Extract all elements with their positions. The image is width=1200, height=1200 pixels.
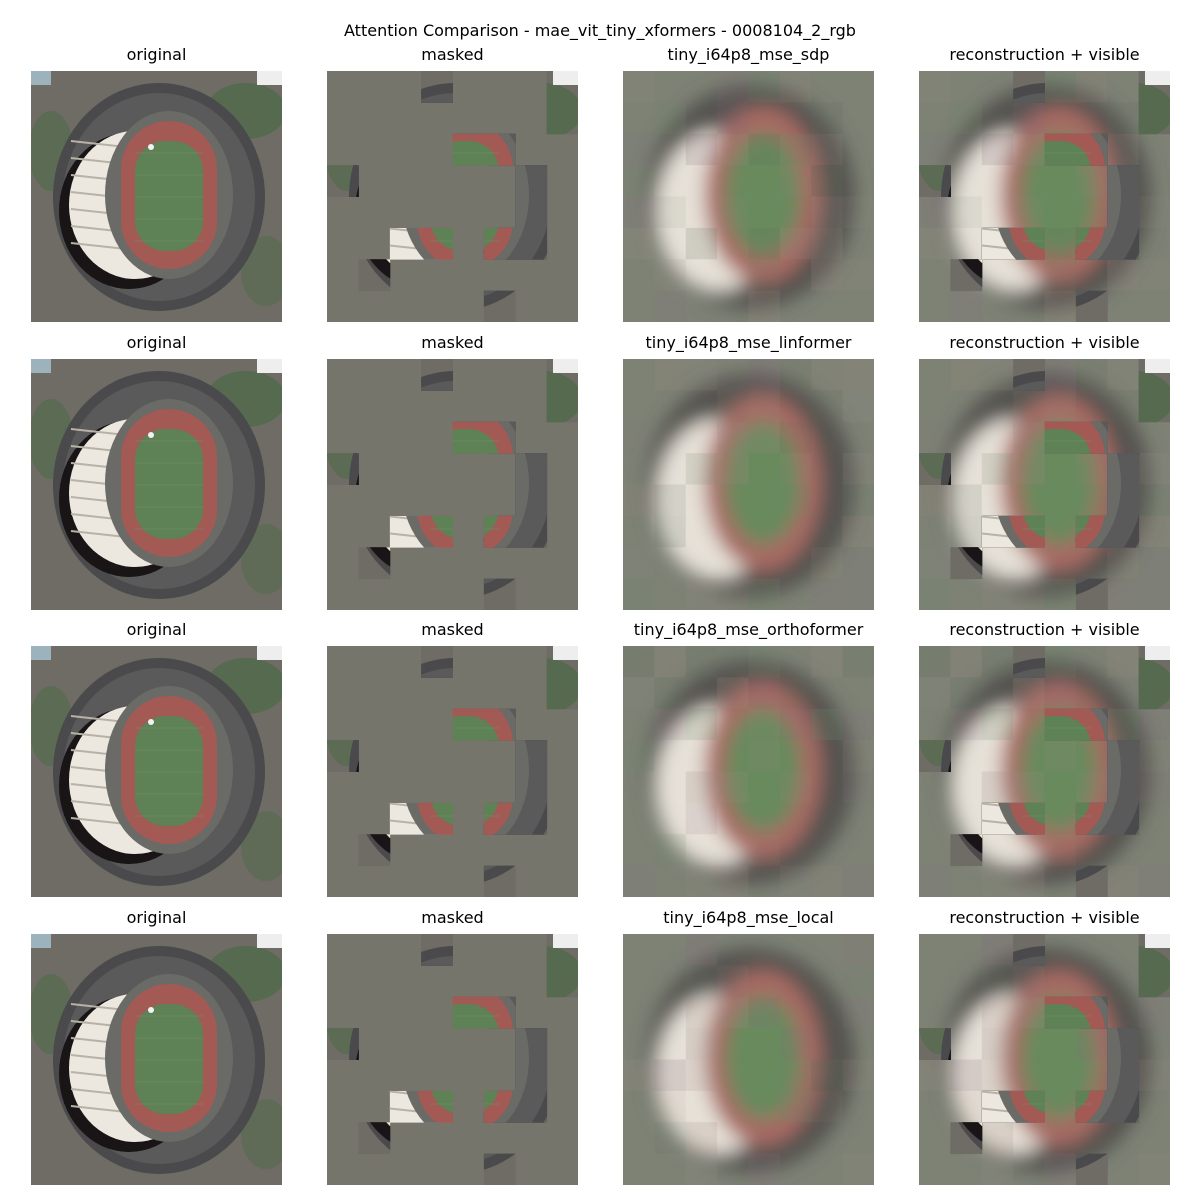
reconstruction-visible-image [919,646,1170,897]
reconstruction-image [623,359,874,610]
reconstruction-visible-image [919,934,1170,1185]
panel-title: reconstruction + visible [949,620,1140,639]
panel-title: tiny_i64p8_mse_linformer [645,333,852,352]
masked-image [327,646,578,897]
panel-title: reconstruction + visible [949,908,1140,927]
panel-title: masked [421,333,484,352]
masked-image [327,71,578,322]
panel-title: reconstruction + visible [949,45,1140,64]
panel-title: original [126,45,187,64]
masked-image [327,934,578,1185]
reconstruction-visible-image [919,71,1170,322]
original-image [31,71,282,322]
reconstruction-image [623,646,874,897]
panel-title: tiny_i64p8_mse_sdp [667,45,830,64]
panel-title: masked [421,620,484,639]
panel-title: masked [421,45,484,64]
panel-title: reconstruction + visible [949,333,1140,352]
reconstruction-image [623,934,874,1185]
reconstruction-visible-image [919,359,1170,610]
reconstruction-image [623,71,874,322]
masked-image [327,359,578,610]
panel-title: tiny_i64p8_mse_orthoformer [633,620,864,639]
panel-title: tiny_i64p8_mse_local [663,908,834,927]
panel-title: original [126,908,187,927]
original-image [31,646,282,897]
panel-title: original [126,620,187,639]
original-image [31,359,282,610]
figure-title: Attention Comparison - mae_vit_tiny_xfor… [344,21,856,40]
original-image [31,934,282,1185]
panel-title: masked [421,908,484,927]
panel-title: original [126,333,187,352]
